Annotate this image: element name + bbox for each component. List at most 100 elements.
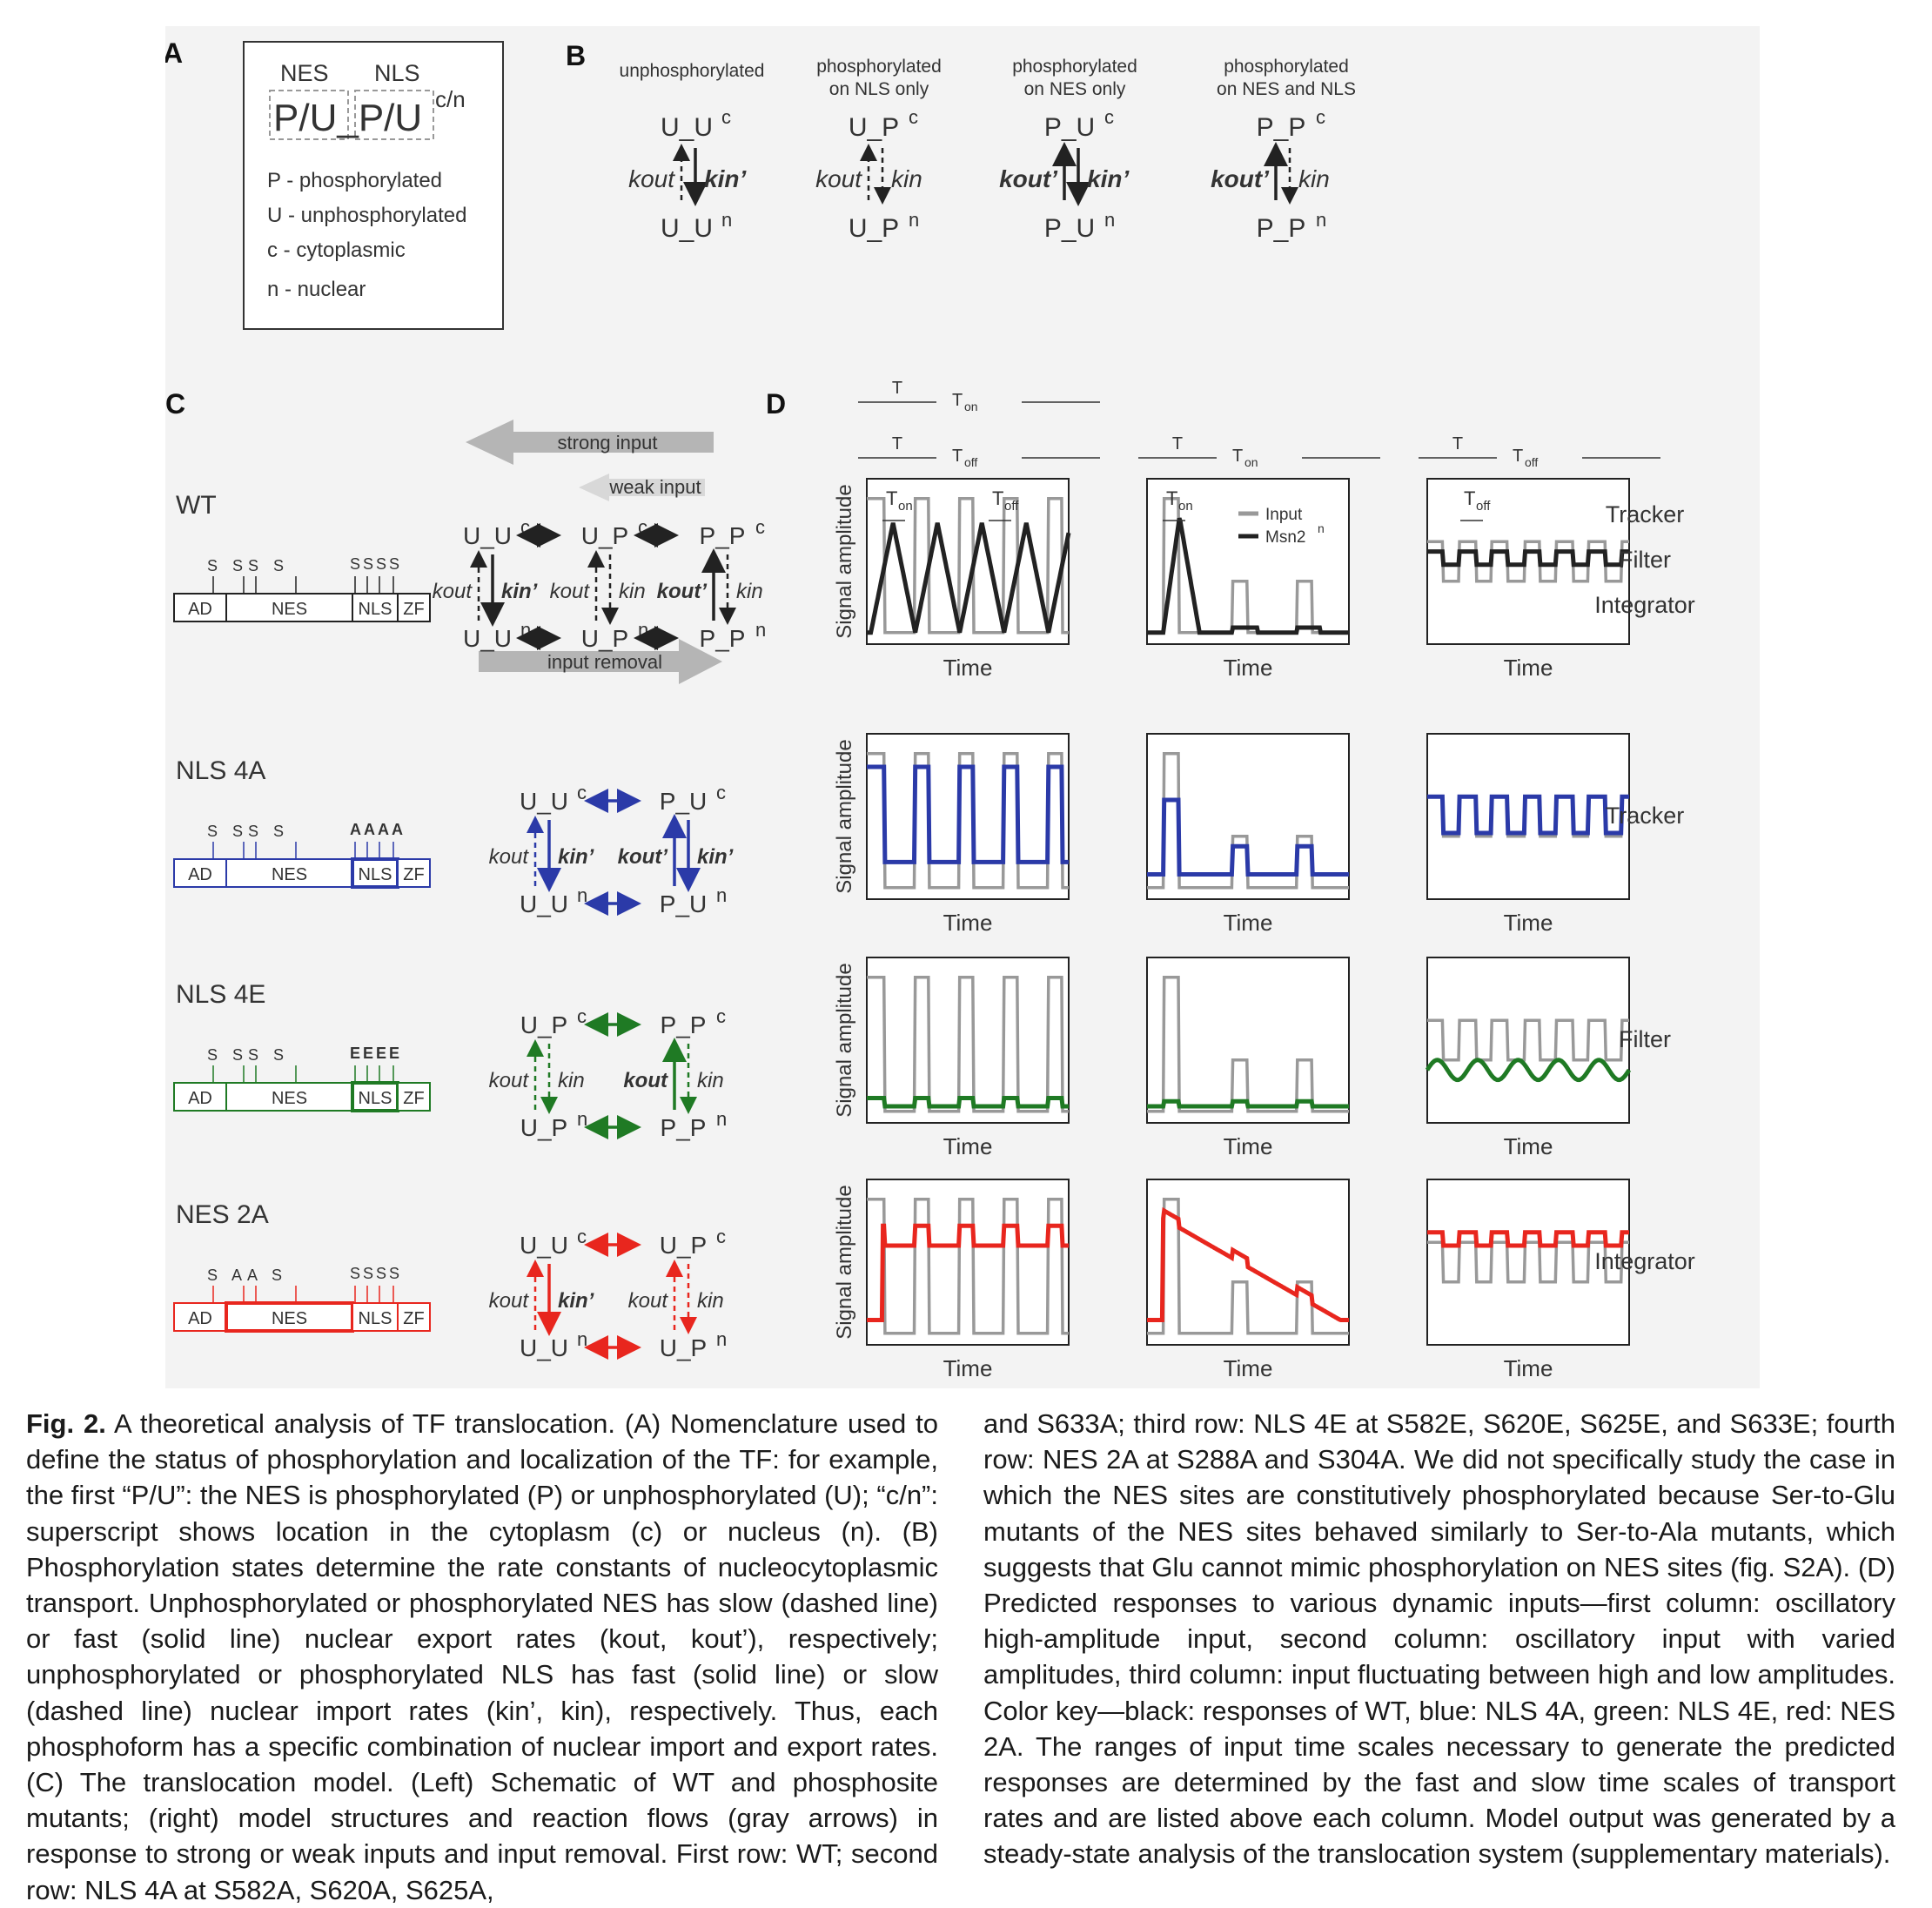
domain-label: NES [272, 865, 307, 884]
state-heading: on NES only [1024, 79, 1126, 99]
nls-site-letters: AAAA [350, 821, 406, 838]
domain-ad [173, 1302, 227, 1332]
output-trace [1427, 794, 1629, 836]
species-bottom: U_P [660, 1334, 707, 1361]
mutant-name: NLS 4E [176, 980, 265, 1009]
y-axis-label: Signal amplitude [833, 1185, 856, 1339]
formula-sup: c/n [435, 86, 466, 112]
x-axis-label: Time [943, 910, 993, 936]
response-plot: Time [1425, 957, 1632, 1159]
export-rate: kout’ [1211, 165, 1270, 192]
x-axis-label: Time [943, 1133, 993, 1159]
input-trace [1427, 540, 1629, 583]
x-axis-label: Time [1224, 1133, 1273, 1159]
timescale-subscript: on [898, 499, 913, 514]
weak-input-arrow [579, 474, 705, 501]
domain-label: ZF [403, 865, 424, 884]
species-bottom: U_U [463, 625, 512, 652]
nes-dashed-box [269, 90, 349, 140]
condition-symbol: T [1232, 447, 1243, 466]
domain-label: NLS [359, 600, 392, 619]
timescale-symbol: T [1464, 487, 1475, 509]
condition-subscript: on [964, 400, 978, 413]
import-rate: kin’ [704, 165, 747, 192]
condition-symbol: T [1513, 447, 1523, 466]
sup-c: c [755, 516, 765, 538]
response-plot: Time [1426, 1179, 1630, 1381]
species-bottom: U_P [520, 1114, 567, 1141]
sup-n: n [716, 1108, 727, 1130]
domain-zf [397, 858, 431, 888]
input-trace [867, 1198, 1069, 1335]
figure-caption-left: Fig. 2. A theoretical analysis of TF tra… [26, 1406, 938, 1908]
input-trace [867, 976, 1069, 1113]
output-trace [1147, 797, 1349, 877]
domain-zf [397, 1082, 431, 1112]
species-bottom: P_U [660, 890, 707, 917]
import-rate: kin [558, 1069, 585, 1092]
species-top: U_U [520, 788, 568, 815]
plot-frame [866, 957, 1070, 1124]
domain-label: NLS [359, 865, 392, 884]
timescale-subscript: off [1476, 499, 1491, 514]
export-rate: kout [628, 1289, 669, 1313]
response-plot: Time [1146, 1179, 1350, 1381]
location-sup: c [909, 106, 918, 128]
domain-label: AD [188, 865, 212, 884]
plot-frame [866, 1179, 1070, 1346]
export-rate: kout [815, 165, 862, 192]
species-top: P_P [661, 1011, 707, 1038]
response-plot: Time [1146, 733, 1350, 936]
mutant-name: WT [176, 491, 217, 520]
response-plot: Time [1146, 957, 1350, 1159]
species-top: U_U [520, 1232, 568, 1259]
export-rate: kout [433, 580, 473, 603]
domain-label: NLS [359, 1089, 392, 1108]
sup-n: n [716, 1328, 727, 1350]
caption-text-left: A theoretical analysis of TF translocati… [26, 1408, 938, 1905]
export-rate: kout [623, 1069, 668, 1092]
response-plot: Time Signal amplitude [833, 1179, 1070, 1381]
legend-output-label: Msn2 [1265, 528, 1305, 547]
fraction-numerator: T [1452, 434, 1463, 453]
domain-ad [173, 593, 227, 622]
input-trace [867, 752, 1069, 890]
species-top: P_U [660, 788, 707, 815]
species-cytoplasmic: U_P [849, 113, 899, 142]
figure-panel: A NES NLS P/U_P/U c/n P - phosphorylated… [165, 26, 1760, 1388]
location-sup: n [1316, 209, 1326, 231]
domain-label: NES [272, 1089, 307, 1108]
nes-heading: NES [280, 60, 329, 86]
caption-title: Fig. 2. [26, 1408, 106, 1439]
x-axis-label: Time [1224, 910, 1273, 936]
x-axis-label: Time [1224, 1355, 1273, 1381]
import-rate: kin [736, 580, 763, 603]
import-rate: kin [697, 1069, 724, 1092]
state-heading: phosphorylated [816, 57, 942, 77]
species-top: U_P [520, 1011, 567, 1038]
panel-d-label: D [766, 388, 786, 420]
condition-subscript: off [1525, 455, 1538, 469]
panel-a-label: A [165, 37, 183, 69]
condition-symbol: T [952, 391, 963, 410]
figure-caption-right: and S633A; third row: NLS 4E at S582E, S… [983, 1406, 1895, 1872]
species-top: U_P [660, 1232, 707, 1259]
species-cytoplasmic: P_P [1257, 113, 1306, 142]
legend-c: c - cytoplasmic [267, 238, 406, 262]
legend-n: n - nuclear [267, 278, 366, 301]
domain-label: AD [188, 1089, 212, 1108]
input-removal-label: input removal [547, 651, 662, 673]
fraction-numerator: T [1172, 434, 1183, 453]
mutant-name: NLS 4A [176, 756, 265, 785]
domain-label: AD [188, 1309, 212, 1328]
domain-label: NES [272, 1309, 307, 1328]
sup-c: c [577, 782, 587, 803]
species-nuclear: U_U [661, 214, 713, 243]
import-rate: kin [891, 165, 922, 192]
weak-input-label: weak input [608, 476, 701, 498]
output-trace [867, 1223, 1069, 1322]
